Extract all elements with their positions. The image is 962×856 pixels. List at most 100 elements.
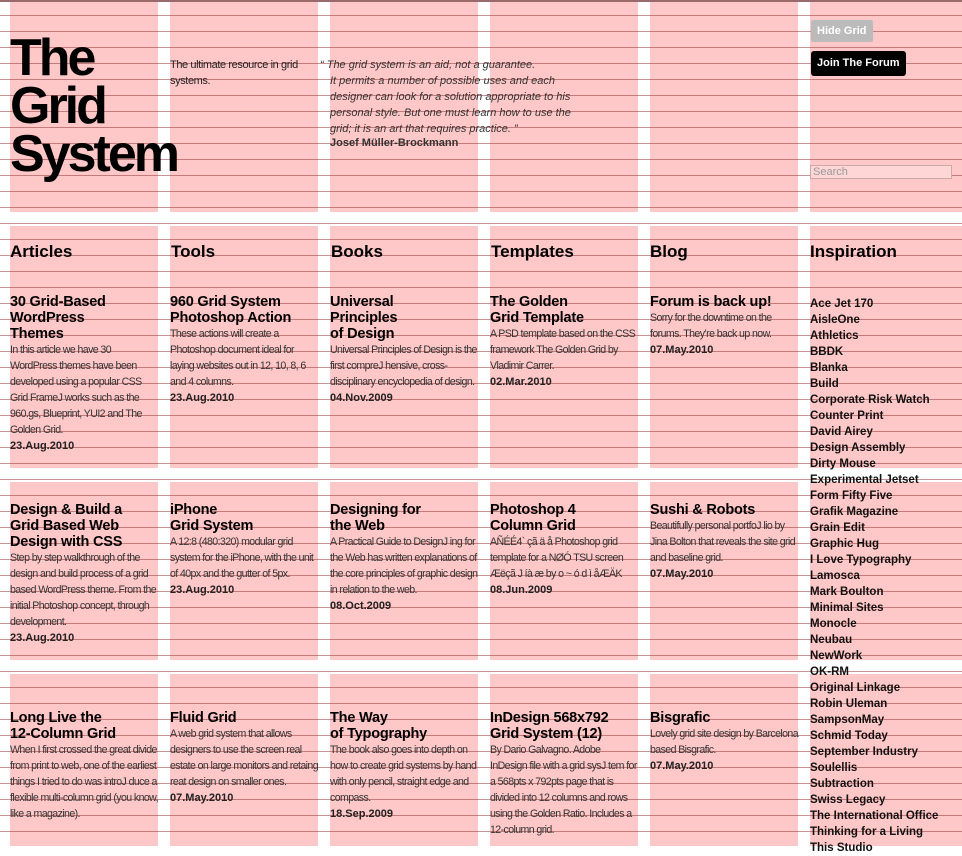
item-description: Sorry for the downtime on the forums. Th… [650, 312, 772, 340]
inspiration-link[interactable]: Counter Print [810, 410, 884, 422]
site-logo[interactable]: The Grid System [10, 32, 180, 180]
inspiration-link[interactable]: Soulellis [810, 762, 858, 774]
inspiration-link[interactable]: Monocle [810, 618, 857, 630]
book-item: The Way of Typography The book also goes… [330, 710, 478, 822]
item-title-link[interactable]: 960 Grid System Photoshop Action [170, 294, 318, 326]
item-title-link[interactable]: Forum is back up! [650, 294, 798, 310]
section-heading-books[interactable]: Books [331, 242, 383, 261]
inspiration-link[interactable]: Swiss Legacy [810, 794, 886, 806]
inspiration-link[interactable]: Blanka [810, 362, 848, 374]
inspiration-link[interactable]: Graphic Hug [810, 538, 880, 550]
inspiration-link[interactable]: Corporate Risk Watch [810, 394, 930, 406]
inspiration-link[interactable]: Original Linkage [810, 682, 901, 694]
title-line: Themes [10, 326, 64, 342]
inspiration-link[interactable]: Grafik Magazine [810, 506, 899, 518]
search-input[interactable] [810, 165, 952, 179]
inspiration-link[interactable]: Dirty Mouse [810, 458, 876, 470]
title-line: iPhone [170, 502, 218, 518]
inspiration-link[interactable]: Thinking for a Living [810, 826, 924, 838]
item-date: 23.Aug.2010 [170, 392, 235, 404]
title-line: The Golden [490, 294, 568, 310]
item-title-link[interactable]: iPhone Grid System [170, 502, 318, 534]
inspiration-link[interactable]: NewWork [810, 650, 863, 662]
item-description: A PSD template based on the CSS framewor… [490, 328, 636, 372]
inspiration-link[interactable]: SampsonMay [810, 714, 885, 726]
blog-item: Sushi & Robots Beautifully personal port… [650, 502, 798, 582]
item-date: 04.Nov.2009 [330, 392, 393, 404]
inspiration-link[interactable]: Schmid Today [810, 730, 888, 742]
inspiration-link[interactable]: AisleOne [810, 314, 860, 326]
inspiration-link[interactable]: I Love Typography [810, 554, 912, 566]
item-date: 08.Jun.2009 [490, 584, 553, 596]
quote-line: “ The grid system is an aid, not a guara… [320, 59, 536, 71]
tool-item: iPhone Grid System A 12:8 (480:320) modu… [170, 502, 318, 598]
title-line: WordPress [10, 310, 85, 326]
logo-line: Grid [10, 77, 108, 135]
item-title-link[interactable]: Bisgrafic [650, 710, 798, 726]
inspiration-link[interactable]: The International Office [810, 810, 939, 822]
article-item: Long Live the 12-Column Grid When I firs… [10, 710, 159, 822]
item-description: By Dario Galvagno. Adobe InDesign file w… [490, 744, 637, 836]
join-forum-button[interactable]: Join The Forum [811, 51, 906, 76]
item-description: A 12:8 (480:320) modular grid system for… [170, 536, 314, 580]
inspiration-link[interactable]: Form Fifty Five [810, 490, 893, 502]
inspiration-link[interactable]: Grain Edit [810, 522, 865, 534]
inspiration-link[interactable]: Design Assembly [810, 442, 906, 454]
title-line: Photoshop 4 [490, 502, 576, 518]
inspiration-link[interactable]: This Studio [810, 842, 873, 854]
inspiration-link[interactable]: Robin Uleman [810, 698, 888, 710]
title-line: Grid Based Web [10, 518, 119, 534]
inspiration-link[interactable]: Minimal Sites [810, 602, 884, 614]
section-heading-templates[interactable]: Templates [491, 242, 574, 261]
title-line: Principles [330, 310, 398, 326]
item-title-link[interactable]: Design & Build a Grid Based Web Design w… [10, 502, 158, 550]
blog-item: Forum is back up! Sorry for the downtime… [650, 294, 798, 358]
inspiration-link[interactable]: OK-RM [810, 666, 849, 678]
section-heading-tools[interactable]: Tools [171, 242, 216, 261]
item-title-link[interactable]: 30 Grid-Based WordPress Themes [10, 294, 158, 342]
item-date: 02.Mar.2010 [490, 376, 552, 388]
inspiration-link[interactable]: Mark Boulton [810, 586, 884, 598]
inspiration-link[interactable]: Neubau [810, 634, 853, 646]
inspiration-link[interactable]: Athletics [810, 330, 859, 342]
template-item: The Golden Grid Template A PSD template … [490, 294, 638, 390]
inspiration-link[interactable]: September Industry [810, 746, 918, 758]
blog-item: Bisgrafic Lovely grid site design by Bar… [650, 710, 799, 774]
quote-line: It permits a number of possible uses and… [330, 75, 556, 87]
inspiration-link[interactable]: Lamosca [810, 570, 860, 582]
tool-item: 960 Grid System Photoshop Action These a… [170, 294, 318, 406]
title-line: Column Grid [490, 518, 576, 534]
section-heading-articles[interactable]: Articles [10, 242, 73, 261]
item-title-link[interactable]: Long Live the 12-Column Grid [10, 710, 158, 742]
tool-item: Fluid Grid A web grid system that allows… [170, 710, 319, 806]
item-description: In this article we have 30 WordPress the… [10, 344, 142, 436]
title-line: Universal [330, 294, 394, 310]
item-description: Universal Principles of Design is the fi… [330, 344, 477, 388]
item-title-link[interactable]: Universal Principles of Design [330, 294, 478, 342]
inspiration-link[interactable]: BBDK [810, 346, 844, 358]
inspiration-link[interactable]: Subtraction [810, 778, 874, 790]
section-heading-blog[interactable]: Blog [650, 242, 688, 261]
item-title-link[interactable]: Fluid Grid [170, 710, 318, 726]
inspiration-link[interactable]: Build [810, 378, 839, 390]
inspiration-link[interactable]: David Airey [810, 426, 873, 438]
inspiration-link[interactable]: Ace Jet 170 [810, 298, 874, 310]
item-title-link[interactable]: Designing for the Web [330, 502, 478, 534]
item-date: 07.May.2010 [650, 760, 714, 772]
item-title-link[interactable]: The Way of Typography [330, 710, 478, 742]
quote: “ The grid system is an aid, not a guara… [320, 57, 610, 137]
item-description: When I first crossed the great divide fr… [10, 744, 159, 820]
title-line: Sushi & Robots [650, 502, 756, 518]
inspiration-link[interactable]: Experimental Jetset [810, 474, 919, 486]
title-line: the Web [330, 518, 385, 534]
item-title-link[interactable]: InDesign 568x792 Grid System (12) [490, 710, 638, 742]
hide-grid-button[interactable]: Hide Grid [811, 20, 873, 42]
item-description: AÑÉÉ4` çã ä å Photoshop grid template fo… [490, 536, 624, 580]
book-item: Universal Principles of Design Universal… [330, 294, 478, 406]
title-line: Long Live the [10, 710, 102, 726]
section-heading-inspiration[interactable]: Inspiration [810, 242, 897, 261]
item-title-link[interactable]: Sushi & Robots [650, 502, 798, 518]
item-title-link[interactable]: The Golden Grid Template [490, 294, 638, 326]
item-title-link[interactable]: Photoshop 4 Column Grid [490, 502, 638, 534]
template-item: InDesign 568x792 Grid System (12) By Dar… [490, 710, 638, 838]
